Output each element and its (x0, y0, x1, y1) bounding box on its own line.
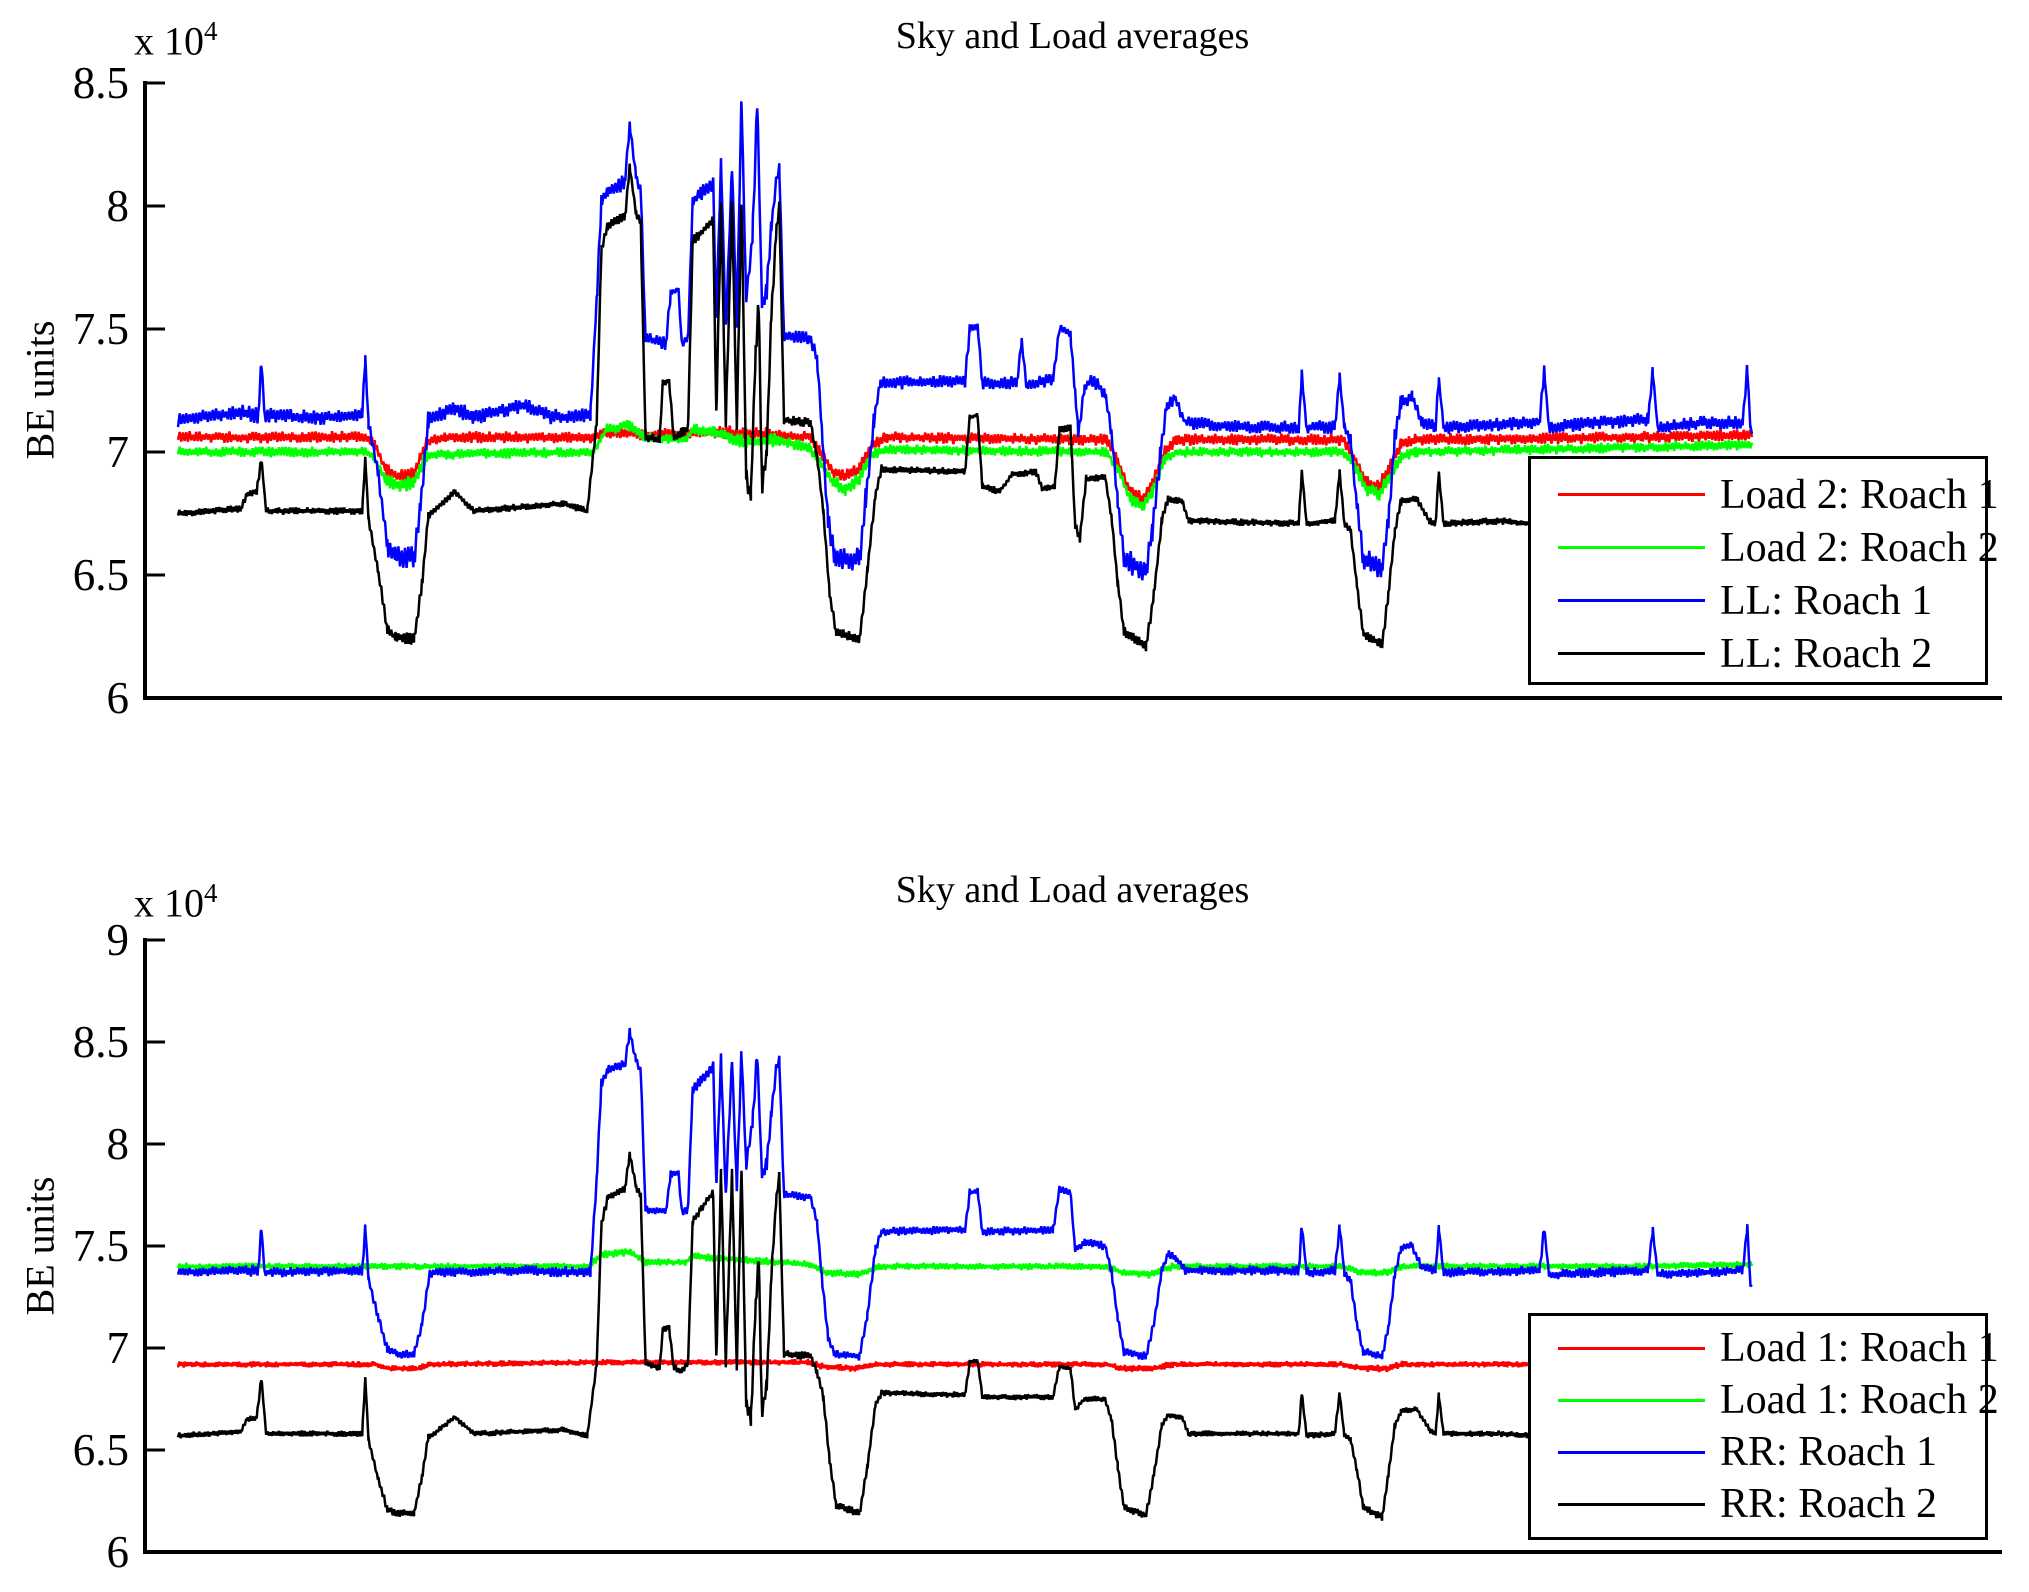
bottom-plot-axes: 6 6.5 7 7.5 8 8.5 9 (73, 915, 2002, 1577)
legend-line-swatch (1558, 1398, 1705, 1402)
legend-item-label: Load 1: Roach 1 (1720, 1325, 1999, 1371)
legend-item: Load 1: Roach 1 (1531, 1322, 1999, 1374)
series-rr-roach-2 (176, 1151, 1530, 1521)
y-tick-label: 6 (107, 673, 130, 723)
legend-item-label: RR: Roach 1 (1720, 1429, 1937, 1475)
legend-item: Load 2: Roach 2 (1531, 521, 1999, 574)
y-tick-label: 7.5 (73, 304, 129, 354)
series-load-2-roach-2 (176, 419, 1754, 511)
y-tick-label: 8.5 (73, 1017, 129, 1067)
legend-line-swatch (1558, 1502, 1705, 1506)
legend-item: Load 2: Roach 1 (1531, 468, 1999, 521)
legend-item-label: Load 2: Roach 1 (1720, 471, 1999, 518)
legend-item: LL: Roach 1 (1531, 574, 1985, 627)
series-rr-roach-1 (176, 1027, 1753, 1361)
legend-item: Load 1: Roach 2 (1531, 1374, 1999, 1426)
bottom-plot-title: Sky and Load averages (895, 869, 1250, 911)
y-tick-label: 6.5 (73, 1425, 129, 1475)
exponent-value: 4 (204, 16, 218, 46)
y-tick-label: 6 (107, 1527, 130, 1577)
top-y-exponent-label: x 104 (134, 16, 218, 64)
legend-item: LL: Roach 2 (1531, 627, 1985, 680)
y-tick-label: 8 (107, 1119, 130, 1169)
legend-item-label: Load 1: Roach 2 (1720, 1377, 1999, 1423)
top-legend: Load 2: Roach 1 Load 2: Roach 2 LL: Roac… (1528, 456, 1999, 685)
y-tick-label: 8 (107, 181, 130, 231)
legend-item: RR: Roach 1 (1531, 1426, 1985, 1478)
legend-line-swatch (1558, 652, 1705, 655)
exponent-value: 4 (204, 878, 218, 908)
y-tick-label: 6.5 (73, 550, 129, 600)
legend-item-label: LL: Roach 2 (1720, 630, 1933, 677)
legend-item-label: LL: Roach 1 (1720, 577, 1933, 624)
series-ll-roach-1 (176, 101, 1754, 581)
y-tick-label: 7 (107, 427, 130, 477)
exponent-prefix: x 10 (134, 880, 204, 926)
legend-line-swatch (1558, 546, 1705, 549)
bottom-y-exponent-label: x 104 (134, 878, 218, 926)
series-load-2-roach-1 (176, 425, 1754, 505)
legend-item-label: RR: Roach 2 (1720, 1481, 1937, 1527)
bottom-plot-series (176, 1027, 1754, 1521)
bottom-y-axis-label: BE units (17, 1176, 63, 1316)
y-tick-label: 7.5 (73, 1221, 129, 1271)
legend-line-swatch (1558, 493, 1705, 496)
series-ll-roach-2 (176, 163, 1530, 652)
top-y-axis-label: BE units (17, 320, 63, 460)
legend-line-swatch (1558, 599, 1705, 602)
top-plot-series (176, 101, 1754, 652)
top-plot-axes: 6 6.5 7 7.5 8 8.5 (73, 58, 2002, 723)
legend-line-swatch (1558, 1346, 1705, 1350)
legend-item: RR: Roach 2 (1531, 1478, 1985, 1530)
y-tick-label: 9 (107, 915, 130, 965)
bottom-legend: Load 1: Roach 1 Load 1: Roach 2 RR: Roac… (1528, 1313, 1999, 1540)
exponent-prefix: x 10 (134, 18, 204, 64)
top-plot-title: Sky and Load averages (895, 15, 1250, 57)
y-tick-label: 8.5 (73, 58, 129, 108)
legend-line-swatch (1558, 1450, 1705, 1454)
y-tick-label: 7 (107, 1323, 130, 1373)
series-load-1-roach-2 (176, 1248, 1754, 1279)
series-load-1-roach-1 (176, 1358, 1530, 1373)
legend-item-label: Load 2: Roach 2 (1720, 524, 1999, 571)
